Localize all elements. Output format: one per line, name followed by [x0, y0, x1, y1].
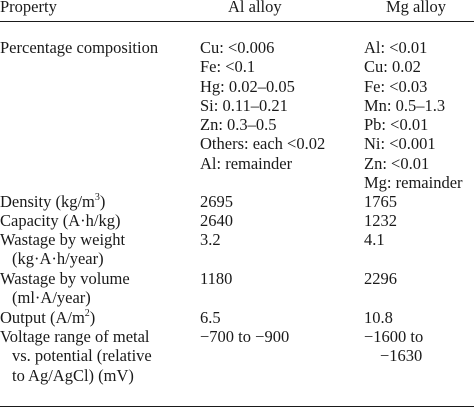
voltage-mg-line1: −1600 to — [364, 327, 424, 346]
composition-mg-item: Cu: 0.02 — [364, 57, 421, 77]
density-exponent: 3 — [94, 191, 100, 203]
composition-mg-item: Mg: remainder — [364, 173, 463, 193]
wastage-volume-property: Wastage by volume (ml·A/year) — [0, 269, 130, 308]
voltage-mg-line2: −1630 — [380, 346, 423, 366]
composition-al-item: Cu: <0.006 — [200, 38, 275, 57]
header-mg-alloy: Mg alloy — [386, 0, 447, 16]
voltage-mg: −1600 to −1630 — [364, 327, 423, 366]
header-rule — [0, 21, 474, 22]
output-label: Output (A/m — [0, 308, 85, 327]
capacity-mg: 1232 — [364, 211, 397, 230]
output-mg: 10.8 — [364, 308, 393, 327]
wastage-volume-label: Wastage by volume — [0, 269, 130, 288]
composition-al-list: Cu: <0.006 Fe: <0.1 Hg: 0.02–0.05 Si: 0.… — [200, 38, 325, 173]
voltage-property: Voltage range of metal vs. potential (re… — [0, 327, 152, 385]
output-property: Output (A/m2) — [0, 308, 95, 327]
voltage-label: Voltage range of metal — [0, 327, 150, 346]
voltage-label-line3: to Ag/AgCl) (mV) — [12, 365, 134, 385]
wastage-volume-mg: 2296 — [364, 269, 397, 288]
wastage-weight-property: Wastage by weight (kg·A·h/year) — [0, 230, 125, 269]
composition-al-item: Al: remainder — [200, 153, 293, 173]
voltage-al: −700 to −900 — [200, 327, 290, 346]
wastage-volume-al: 1180 — [200, 269, 233, 288]
composition-al-item: Si: 0.11–0.21 — [200, 95, 288, 115]
composition-mg-item: Zn: <0.01 — [364, 153, 430, 173]
composition-al-item: Hg: 0.02–0.05 — [200, 76, 295, 96]
voltage-label-line2: vs. potential (relative — [12, 346, 152, 366]
composition-property: Percentage composition — [0, 38, 159, 57]
capacity-al: 2640 — [200, 211, 233, 230]
density-al: 2695 — [200, 192, 233, 211]
wastage-volume-unit: (ml·A/year) — [12, 288, 91, 308]
composition-mg-item: Fe: <0.03 — [364, 76, 428, 96]
density-mg: 1765 — [364, 192, 397, 211]
composition-mg-list: Al: <0.01 Cu: 0.02 Fe: <0.03 Mn: 0.5–1.3… — [364, 38, 463, 192]
composition-al-item: Fe: <0.1 — [200, 57, 256, 77]
composition-al-item: Zn: 0.3–0.5 — [200, 115, 277, 135]
composition-mg-item: Ni: <0.001 — [364, 134, 436, 154]
wastage-weight-al: 3.2 — [200, 230, 221, 249]
composition-al-item: Others: each <0.02 — [200, 134, 326, 154]
density-label-end: ) — [99, 192, 106, 211]
output-label-end: ) — [89, 308, 96, 327]
output-exponent: 2 — [84, 307, 90, 319]
composition-mg-item: Pb: <0.01 — [364, 115, 429, 135]
wastage-weight-unit: (kg·A·h/year) — [12, 249, 104, 269]
composition-mg-item: Al: <0.01 — [364, 38, 428, 57]
header-property: Property — [0, 0, 57, 16]
header-al-alloy: Al alloy — [228, 0, 282, 16]
density-property: Density (kg/m3) — [0, 192, 105, 211]
wastage-weight-mg: 4.1 — [364, 230, 385, 249]
output-al: 6.5 — [200, 308, 221, 327]
capacity-property: Capacity (A·h/kg) — [0, 211, 121, 230]
wastage-weight-label: Wastage by weight — [0, 230, 126, 249]
composition-mg-item: Mn: 0.5–1.3 — [364, 95, 446, 115]
density-label: Density (kg/m — [0, 192, 95, 211]
